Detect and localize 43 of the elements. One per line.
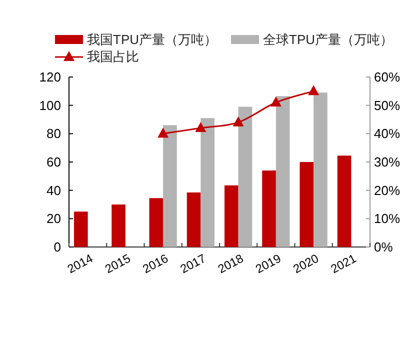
point [158,128,169,138]
y2-tick-label: 30% [374,154,400,170]
bar [74,212,88,247]
legend-label: 全球TPU产量（万吨） [263,32,393,47]
bar [224,185,238,247]
x-tick-label: 2015 [102,251,134,276]
point [308,85,320,96]
x-tick-label: 2017 [178,251,208,276]
y2-tick-label: 40% [374,126,400,142]
bar [186,192,201,247]
bar [163,125,177,247]
y2-tick-label: 0% [374,240,394,254]
y-tick-label: 80 [46,126,61,142]
bar [238,106,252,247]
point [232,116,244,126]
x-tick-label: 2018 [216,251,246,276]
x-tick-label: 2021 [328,251,359,276]
y2-tick-label: 20% [374,182,400,198]
point [195,122,206,132]
y-tick-label: 20 [46,211,61,226]
y-tick-label: 40 [46,182,61,198]
y-tick-label: 60 [46,154,61,170]
x-tick-label: 2016 [140,251,171,276]
y-tick-label: 0 [54,240,61,254]
y-tick-label: 100 [39,98,61,113]
bar [112,204,126,247]
x-tick-label: 2014 [65,251,96,276]
bar [200,118,214,247]
y2-tick-label: 60% [374,70,400,84]
y2-tick-label: 10% [374,211,400,226]
point [270,96,282,106]
legend-label: 我国占比 [87,49,139,64]
x-tick-label: 2019 [253,251,284,276]
bar [262,170,276,247]
y-tick-label: 120 [39,70,61,84]
bar [314,92,328,247]
bar [300,162,314,247]
y2-tick-label: 50% [374,98,400,113]
legend-label: 我国TPU产量（万吨） [87,32,217,47]
x-tick-label: 2020 [290,251,322,276]
bar [276,96,290,247]
bar [149,198,164,247]
bar [337,156,352,247]
